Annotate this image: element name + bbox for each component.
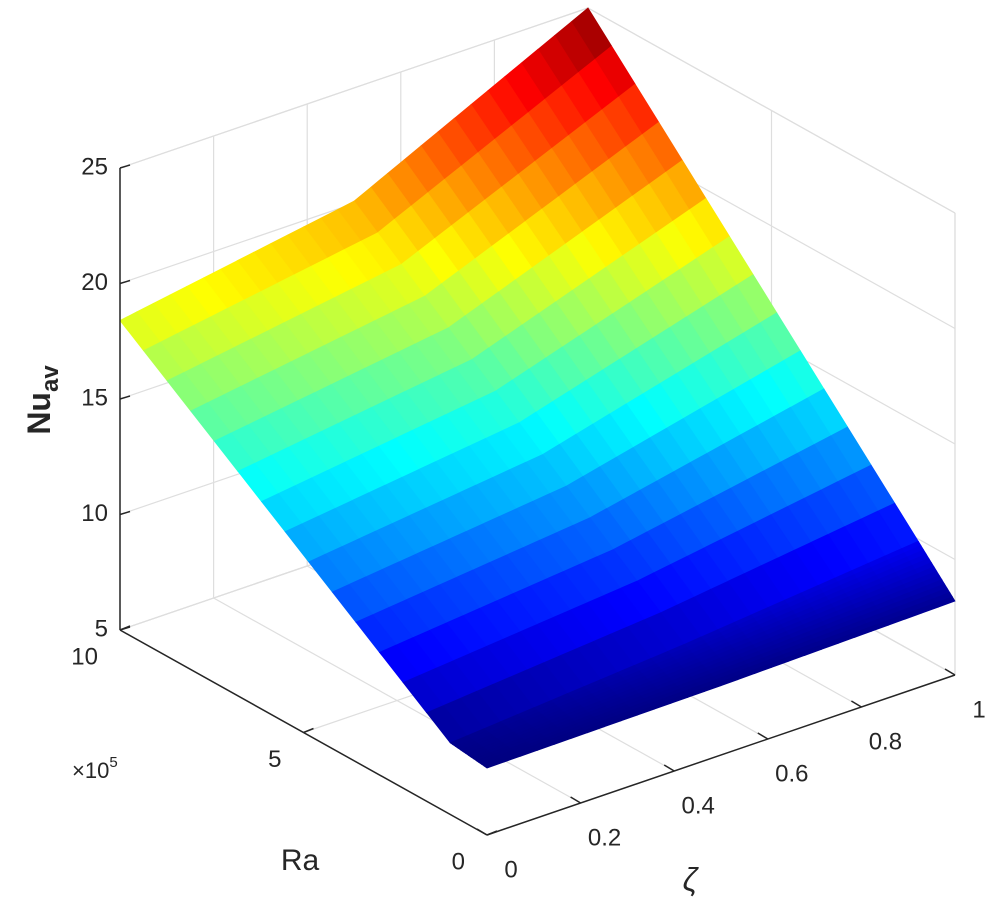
grid-line xyxy=(119,7,589,169)
z-tick xyxy=(119,395,131,400)
z-tick xyxy=(119,510,131,516)
x-tick-label: 0 xyxy=(452,848,465,875)
y-tick-label: 0.8 xyxy=(869,728,902,755)
z-axis-label: Nuav xyxy=(21,365,64,435)
surface-cell xyxy=(449,643,722,769)
surface xyxy=(119,7,956,769)
y-tick xyxy=(851,700,862,708)
y-tick xyxy=(944,668,956,676)
y-axis-label: ζ xyxy=(683,861,700,897)
z-label-subscript: av xyxy=(37,365,64,392)
x-multiplier: ×105 xyxy=(72,754,118,783)
y-tick xyxy=(663,764,675,772)
z-tick xyxy=(119,279,131,285)
x-multiplier-exponent: 5 xyxy=(109,754,117,771)
x-multiplier-base: ×10 xyxy=(72,758,109,783)
surface-patch xyxy=(483,759,505,769)
y-tick xyxy=(757,732,769,740)
x-tick xyxy=(119,625,131,631)
z-tick xyxy=(119,164,131,169)
surface-cell xyxy=(353,7,919,645)
grid-line xyxy=(587,7,956,214)
z-tick-label: 15 xyxy=(81,384,108,411)
z-label-main: Nu xyxy=(21,392,57,435)
y-axis-line xyxy=(486,674,956,836)
x-axis-label: Ra xyxy=(281,844,320,877)
z-tick-label: 20 xyxy=(81,269,108,296)
y-tick xyxy=(476,828,488,836)
z-tick-label: 10 xyxy=(81,500,108,527)
y-tick xyxy=(570,796,581,804)
y-tick-label: 1 xyxy=(972,696,985,723)
grid-line xyxy=(213,597,581,804)
y-tick-label: 0 xyxy=(504,856,517,883)
z-tick-label: 25 xyxy=(81,153,108,180)
y-tick-label: 0.4 xyxy=(682,792,715,819)
x-tick xyxy=(486,830,498,836)
surface-cell xyxy=(683,540,956,687)
y-tick-label: 0.2 xyxy=(588,824,621,851)
x-tick xyxy=(303,727,314,734)
z-tick-label: 5 xyxy=(95,615,108,642)
y-tick-label: 0.6 xyxy=(775,760,808,787)
x-tick-label: 10 xyxy=(71,643,98,670)
surface-cell xyxy=(119,200,685,744)
x-tick-label: 5 xyxy=(268,746,281,773)
